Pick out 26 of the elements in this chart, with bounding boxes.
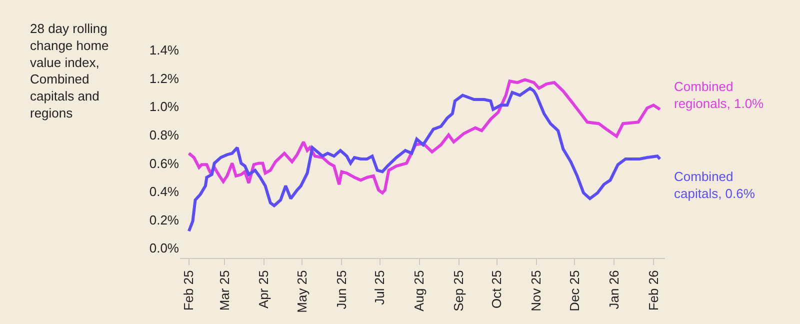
x-tick-label: Jan 26	[606, 270, 622, 310]
x-tick-label: Mar 25	[216, 270, 232, 311]
x-tick-label: Apr 25	[256, 270, 272, 309]
x-tick-label: Jul 25	[372, 270, 388, 305]
y-axis-title: 28 day rolling change home value index, Combined capitals and regions	[30, 21, 109, 120]
y-tick-label: 0.0%	[149, 240, 180, 256]
y-tick-label: 0.4%	[149, 184, 180, 200]
x-tick-label: Sep 25	[451, 270, 466, 312]
y-tick-label: 1.0%	[149, 99, 180, 114]
line-series	[187, 86, 662, 233]
line-series	[187, 78, 662, 194]
y-tick-label: 1.4%	[149, 42, 180, 58]
x-tick-label: Nov 25	[528, 270, 544, 312]
x-tick-label: Jun 25	[334, 270, 349, 310]
series-label: Combined capitals, 0.6%	[674, 169, 756, 201]
x-tick-label: Feb 26	[646, 270, 661, 311]
y-tick-label: 0.2%	[149, 212, 180, 228]
x-tick-label: Oct 25	[489, 270, 504, 308]
y-tick-label: 0.6%	[149, 156, 180, 171]
y-tick-label: 0.8%	[149, 127, 180, 142]
x-tick-label: May 25	[294, 270, 310, 313]
x-tick-label: Feb 25	[181, 270, 196, 311]
x-tick-label: Aug 25	[412, 270, 427, 312]
series-label: Combined regionals, 1.0%	[674, 79, 764, 111]
y-tick-label: 1.2%	[149, 70, 180, 86]
x-tick-label: Dec 25	[566, 270, 582, 312]
